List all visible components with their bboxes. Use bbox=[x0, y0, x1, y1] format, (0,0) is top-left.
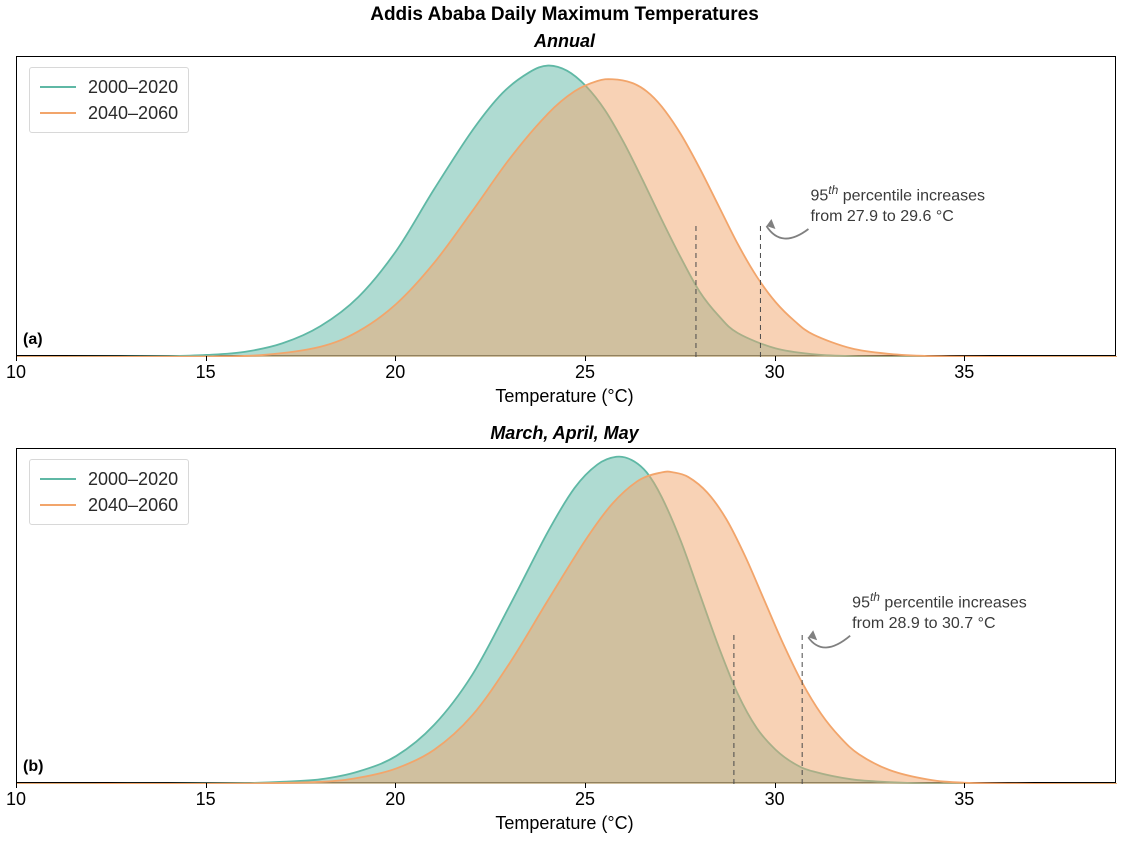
xtick-mark bbox=[964, 783, 965, 788]
xtick-label: 10 bbox=[6, 362, 26, 383]
panel-b: 2000–2020 2040–2060 (b) 95th percentile … bbox=[16, 448, 1116, 783]
panel-a: 2000–2020 2040–2060 (a) 95th percentile … bbox=[16, 56, 1116, 356]
xtick-mark bbox=[206, 356, 207, 361]
xtick-mark bbox=[395, 356, 396, 361]
xtick-label: 25 bbox=[575, 362, 595, 383]
xtick-mark bbox=[395, 783, 396, 788]
xtick-mark bbox=[775, 783, 776, 788]
xtick-mark bbox=[585, 783, 586, 788]
xtick-label: 15 bbox=[196, 789, 216, 810]
xtick-label: 25 bbox=[575, 789, 595, 810]
xtick-label: 20 bbox=[385, 362, 405, 383]
xtick-label: 35 bbox=[954, 789, 974, 810]
xtick-label: 10 bbox=[6, 789, 26, 810]
xtick-mark bbox=[585, 356, 586, 361]
xtick-mark bbox=[206, 783, 207, 788]
xtick-mark bbox=[964, 356, 965, 361]
xtick-mark bbox=[775, 356, 776, 361]
xtick-label: 35 bbox=[954, 362, 974, 383]
panel-b-arrow-icon bbox=[17, 449, 1117, 784]
panel-b-xlabel: Temperature (°C) bbox=[0, 813, 1129, 834]
xtick-label: 20 bbox=[385, 789, 405, 810]
xtick-label: 30 bbox=[765, 789, 785, 810]
panel-a-subtitle: Annual bbox=[0, 31, 1129, 52]
panel-a-arrow-icon bbox=[17, 57, 1117, 357]
xtick-mark bbox=[16, 356, 17, 361]
panel-b-subtitle: March, April, May bbox=[0, 423, 1129, 444]
xtick-label: 15 bbox=[196, 362, 216, 383]
xtick-label: 30 bbox=[765, 362, 785, 383]
panel-a-xlabel: Temperature (°C) bbox=[0, 386, 1129, 407]
xtick-mark bbox=[16, 783, 17, 788]
main-title: Addis Ababa Daily Maximum Temperatures bbox=[0, 4, 1129, 26]
